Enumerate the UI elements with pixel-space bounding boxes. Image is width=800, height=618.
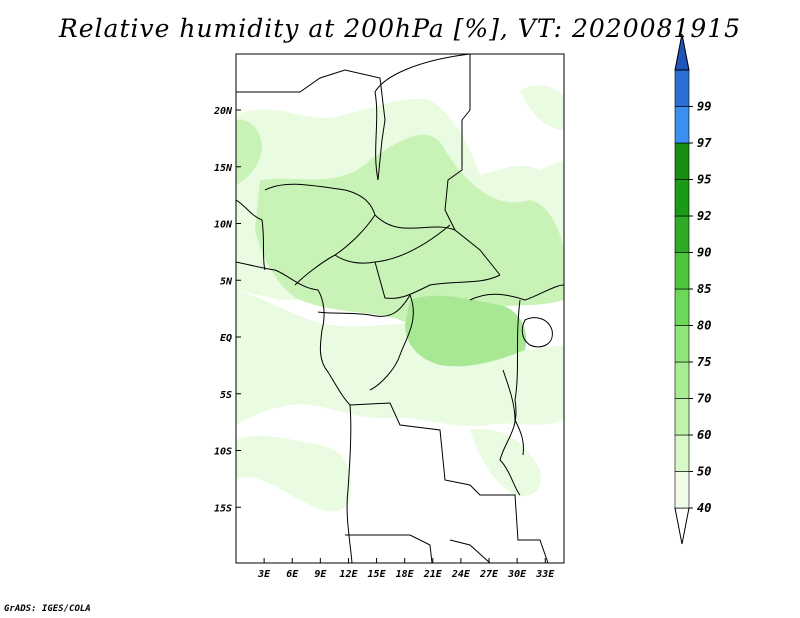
x-tick-label: 33E <box>535 569 555 580</box>
colorbar-label: 70 <box>697 392 711 406</box>
border-nigeria <box>264 183 376 286</box>
x-tick-label: 30E <box>507 569 527 580</box>
border-east <box>499 299 521 496</box>
boundaries <box>236 54 564 563</box>
y-tick-label: 10N <box>214 220 233 231</box>
colorbar-segment <box>674 252 690 290</box>
humidity-region-congo <box>405 295 527 367</box>
x-tick-label: 3E <box>257 569 271 580</box>
colorbar-label: 95 <box>697 173 711 187</box>
colorbar-label: 92 <box>697 209 711 223</box>
colorbar-label: 99 <box>697 100 711 114</box>
colorbar-label: 97 <box>697 136 712 150</box>
credit-label: GrADS: IGES/COLA <box>4 604 91 614</box>
x-axis: 3E 6E 9E 12E 15E 18E 21E 24E 27E 30E 33E <box>257 558 555 580</box>
y-tick-label: 15S <box>214 503 232 514</box>
colorbar-segment <box>674 398 690 436</box>
y-tick-label: 5S <box>220 390 232 401</box>
colorbar-segment <box>674 325 690 363</box>
colorbar-segment <box>674 179 690 217</box>
chart-title: Relative humidity at 200hPa [%], VT: 202… <box>58 14 742 43</box>
colorbar-segment <box>674 434 690 472</box>
x-tick-label: 24E <box>451 569 471 580</box>
x-tick-label: 6E <box>286 569 299 580</box>
y-tick-label: 5N <box>220 276 233 287</box>
colorbar-segment <box>674 142 690 180</box>
lake-tanganyika <box>502 369 524 456</box>
x-tick-label: 9E <box>314 569 327 580</box>
lake-victoria <box>521 317 553 348</box>
border-mali-niger <box>236 69 386 181</box>
border-chad-sudan <box>444 54 501 276</box>
humidity-region-equator <box>236 290 564 427</box>
border-car <box>374 214 501 299</box>
colorbar-segment <box>674 361 690 399</box>
colorbar-label: 50 <box>697 465 711 479</box>
colorbar-top-arrow <box>674 33 690 71</box>
colorbar-label: 60 <box>697 428 711 442</box>
colorbar-segment <box>674 471 690 509</box>
border-west <box>236 199 266 271</box>
map-frame <box>235 53 565 564</box>
humidity-region-south <box>236 435 352 512</box>
colorbar-label: 90 <box>697 246 711 260</box>
colorbar-label: 40 <box>697 501 711 515</box>
humidity-field <box>236 85 564 512</box>
colorbar-label: 80 <box>697 319 711 333</box>
colorbar-segment <box>674 215 690 253</box>
border-south <box>345 534 491 563</box>
y-tick-label: 10S <box>214 447 232 458</box>
colorbar-segment <box>674 69 690 107</box>
colorbar-segment <box>674 106 690 144</box>
humidity-region-west <box>236 119 262 185</box>
x-tick-label: 18E <box>396 569 415 580</box>
y-axis: 20N 15N 10N 5N EQ 5S 10S 15S <box>213 106 241 514</box>
colorbar-label: 75 <box>697 355 711 369</box>
humidity-region-se <box>470 429 541 497</box>
colorbar: 40 50 60 70 75 80 85 90 92 95 97 99 <box>674 33 712 545</box>
colorbar-bottom-arrow <box>674 507 690 545</box>
border-angola <box>349 402 549 563</box>
coastline <box>236 261 353 563</box>
border-niger-chad <box>374 54 471 181</box>
border-cameroon <box>317 254 411 317</box>
x-tick-label: 12E <box>339 569 358 580</box>
y-tick-label: EQ <box>220 333 232 344</box>
x-tick-label: 21E <box>423 569 443 580</box>
x-tick-label: 15E <box>368 569 387 580</box>
humidity-region-ne <box>520 85 564 130</box>
x-tick-label: 27E <box>479 569 499 580</box>
humidity-region-central <box>255 134 564 325</box>
colorbar-label: 85 <box>697 282 711 296</box>
colorbar-segment <box>674 288 690 326</box>
border-drc <box>369 284 564 391</box>
y-tick-label: 20N <box>213 106 233 117</box>
y-tick-label: 15N <box>214 163 233 174</box>
